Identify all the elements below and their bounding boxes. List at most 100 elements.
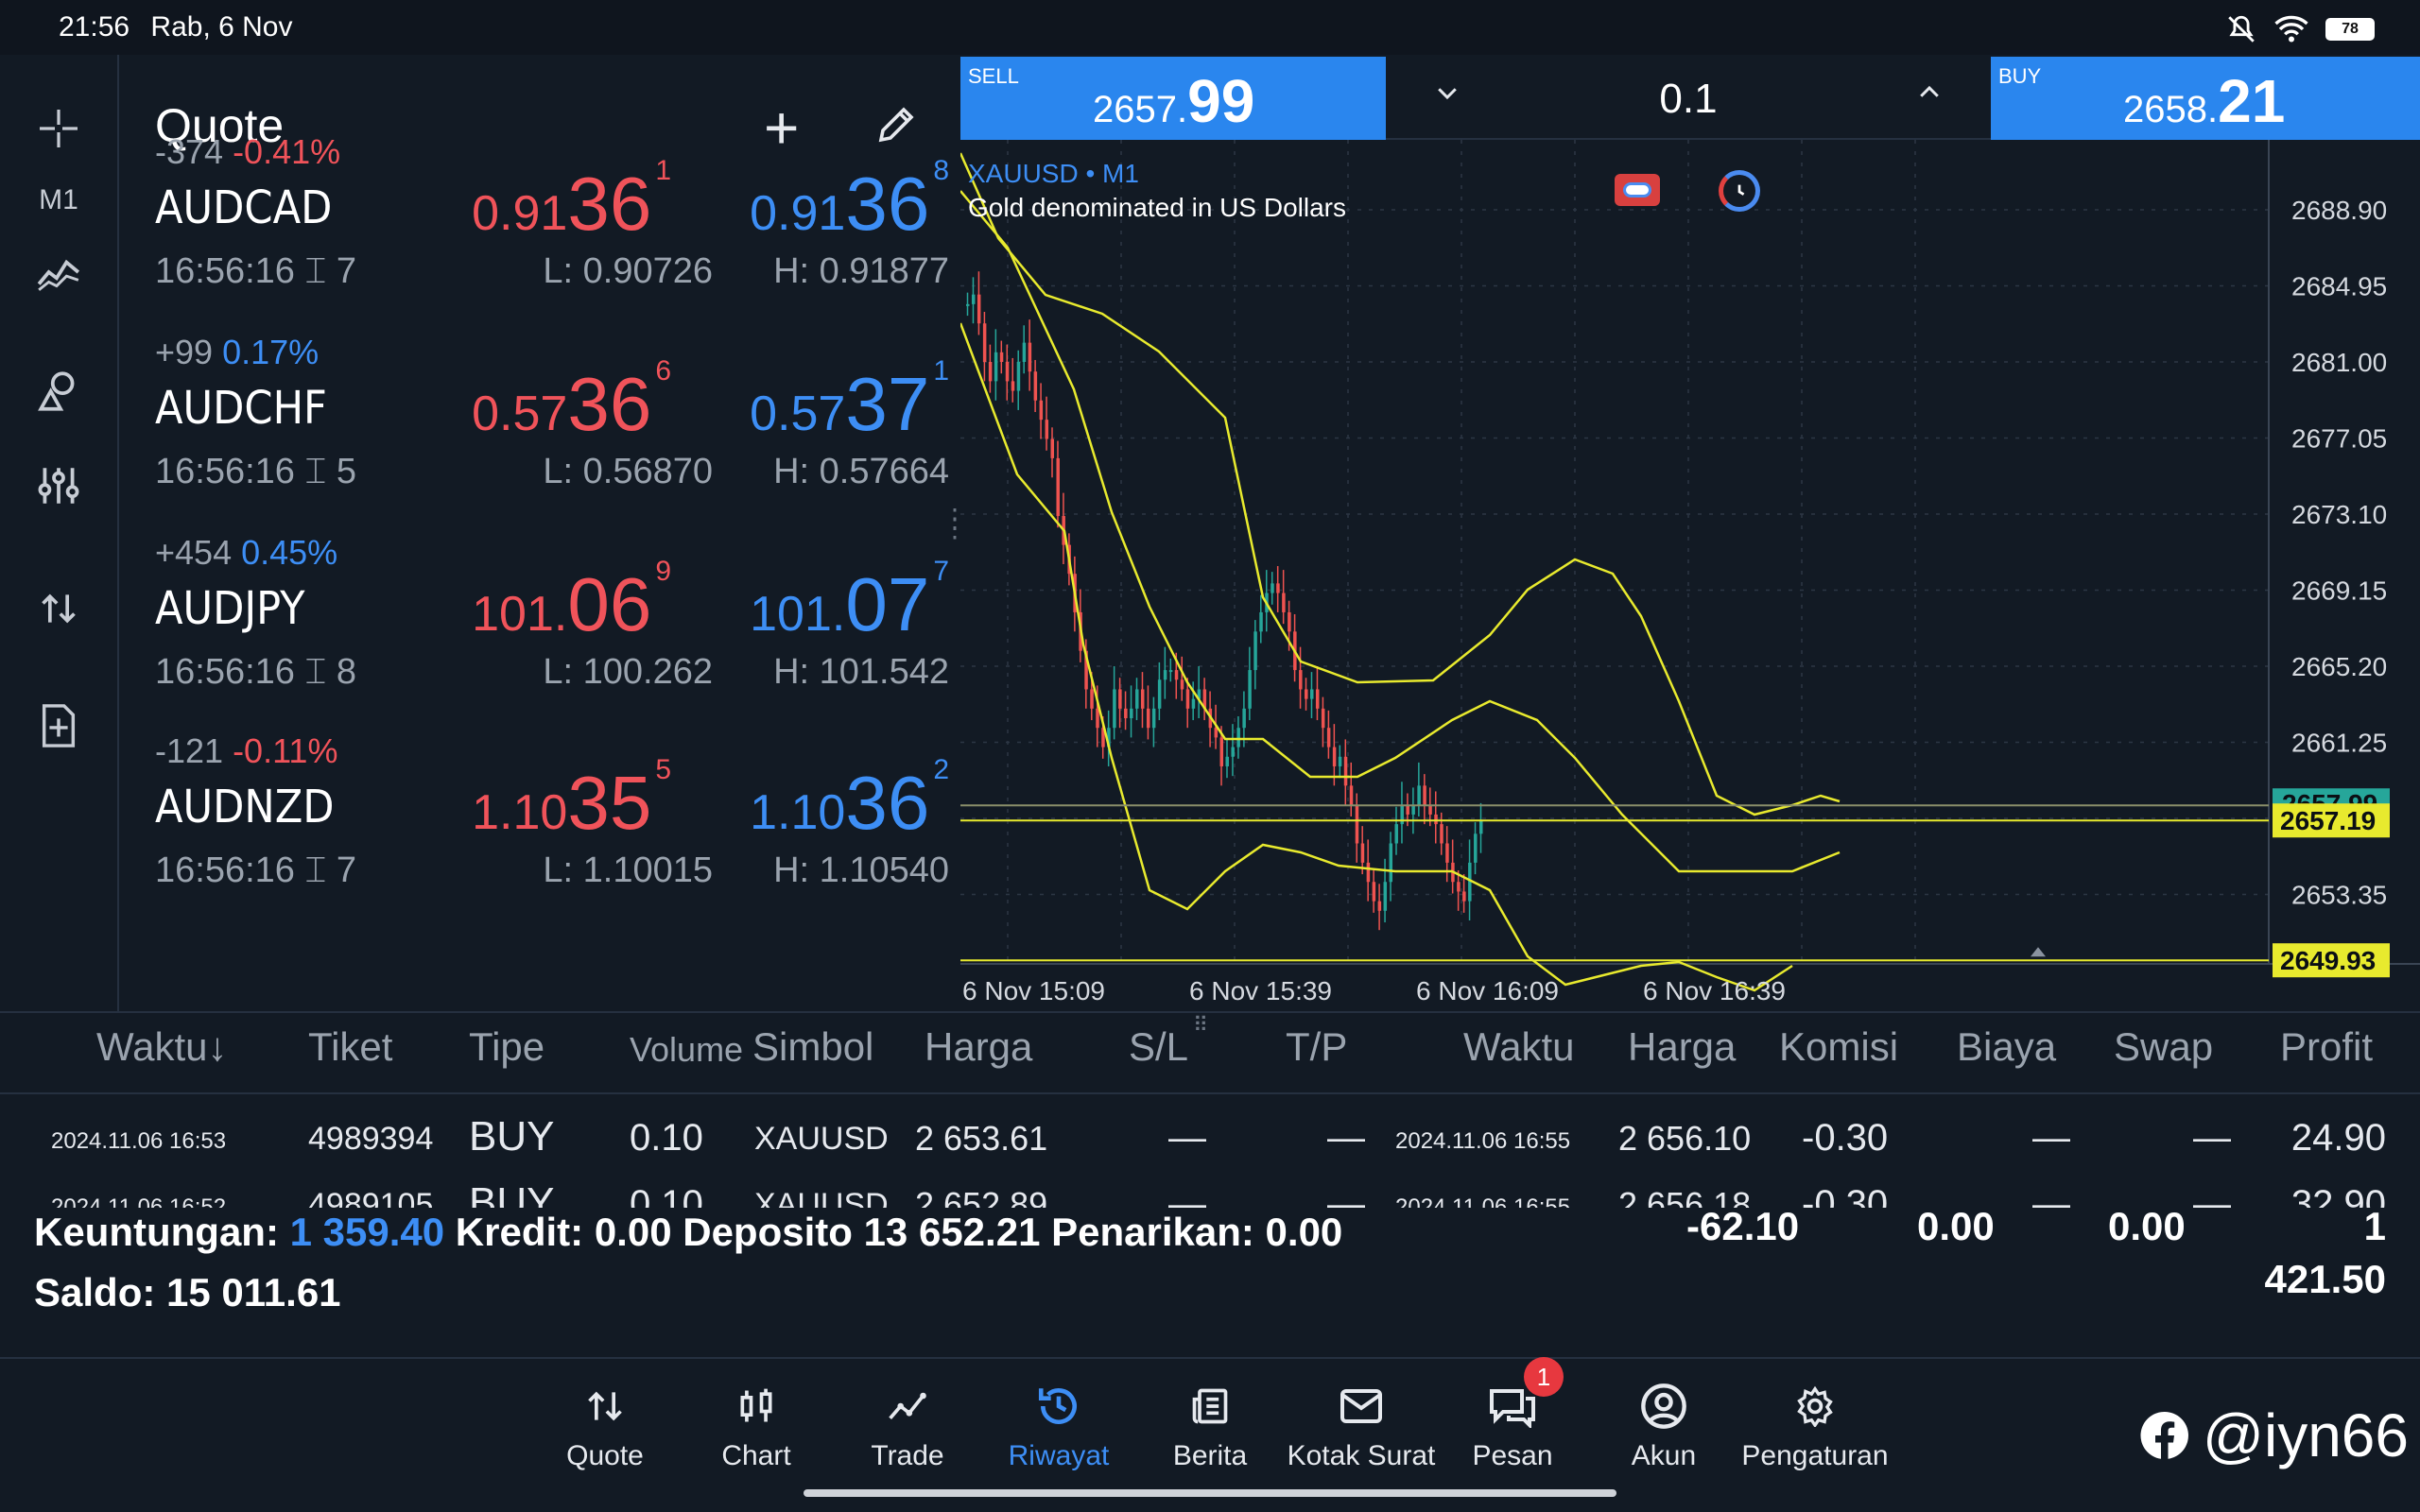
candle-body — [1028, 342, 1032, 372]
buy-price-main: 2658. — [2123, 89, 2219, 130]
header-price[interactable]: Harga — [925, 1024, 1033, 1069]
new-order-icon[interactable] — [23, 690, 95, 762]
candle-body — [1253, 631, 1257, 671]
header-divider — [0, 1092, 2420, 1094]
header-type[interactable]: Tipe — [469, 1024, 545, 1069]
nav-quote[interactable]: Quote — [529, 1378, 681, 1472]
header-close-price[interactable]: Harga — [1628, 1024, 1737, 1069]
nav-label: Pengaturan — [1741, 1440, 1889, 1471]
candle-body — [1168, 670, 1173, 673]
spread-icon: ⌶ — [304, 850, 327, 890]
price-chart[interactable]: 2688.90 2684.95 2681.00 2677.05 2673.10 2669.… — [960, 140, 2420, 1011]
cell-symbol: XAUUSD — [754, 1187, 889, 1208]
candle-body — [1366, 862, 1371, 883]
ask-main: 0.91 — [750, 186, 846, 241]
volume-increase-chevron-icon[interactable] — [1915, 76, 1944, 115]
candle-body — [1309, 689, 1314, 699]
buy-button[interactable]: BUY 2658.21 — [1991, 57, 2420, 140]
quote-change-percent: -0.41% — [233, 132, 341, 171]
quote-spread: 8 — [336, 652, 356, 692]
trade-arrows-icon[interactable] — [23, 573, 95, 644]
home-indicator[interactable] — [804, 1489, 1616, 1497]
volume-input[interactable]: 0.1 — [1659, 76, 1718, 122]
sell-button[interactable]: SELL 2657.99 — [960, 57, 1386, 140]
objects-icon[interactable] — [23, 355, 95, 427]
candle-body — [988, 362, 993, 382]
ask-main: 101. — [750, 587, 846, 642]
table-row[interactable]: 2024.11.06 16:52 4989105 BUY 0.10 XAUUSD 2 65… — [0, 1174, 2420, 1208]
spread-icon: ⌶ — [304, 251, 327, 291]
quote-time-value: 16:56:16 — [155, 251, 295, 291]
header-tp[interactable]: T/P — [1286, 1024, 1348, 1069]
table-row[interactable]: 2024.11.06 16:53 4989394 BUY 0.10 XAUUSD 2 65… — [0, 1108, 2420, 1174]
header-time[interactable]: Waktu↓ — [96, 1024, 228, 1069]
nav-chart[interactable]: Chart — [681, 1378, 832, 1472]
clock-icon[interactable] — [1719, 170, 1760, 212]
resize-handle-icon[interactable]: ⠿ — [1193, 1013, 1211, 1037]
quote-time-value: 16:56:16 — [155, 850, 295, 890]
nav-account[interactable]: Akun — [1588, 1378, 1739, 1472]
volume-decrease-chevron-icon[interactable] — [1433, 76, 1461, 115]
nav-trade[interactable]: Trade — [832, 1378, 983, 1472]
bid-fraction: 9 — [655, 556, 671, 587]
add-symbol-icon[interactable]: + — [764, 94, 800, 162]
quote-row-audcad[interactable]: -374 -0.41% AUDCAD 16:56:16 ⌶ 7 0.9136 1 0.913… — [155, 132, 955, 333]
deposit-label: Deposito — [683, 1210, 853, 1254]
candle-body — [1462, 891, 1466, 902]
cell-tp: — — [1327, 1117, 1365, 1159]
header-sl[interactable]: S/L — [1129, 1024, 1189, 1069]
candle-body — [966, 303, 970, 306]
quote-row-audchf[interactable]: +99 0.17% AUDCHF 16:56:16 ⌶ 5 0.5736 6 0.5737 1… — [155, 333, 955, 533]
nav-mailbox[interactable]: Kotak Surat — [1286, 1378, 1437, 1472]
watermark: @iyn66 — [2136, 1400, 2409, 1470]
settings-sliders-icon[interactable] — [23, 450, 95, 522]
indicators-icon[interactable] — [23, 236, 95, 308]
nav-news[interactable]: Berita — [1134, 1378, 1286, 1472]
candle-body — [1124, 708, 1128, 719]
total-profit-part1: 1 — [2363, 1204, 2386, 1248]
candle-body — [1377, 901, 1382, 911]
cell-profit: 32.90 — [2290, 1183, 2386, 1208]
one-click-trading-icon[interactable] — [1615, 174, 1660, 206]
header-commission[interactable]: Komisi — [1779, 1024, 1899, 1069]
ask-price: 0.5737 1 — [750, 355, 949, 448]
notification-badge: 1 — [1524, 1357, 1564, 1397]
crosshair-icon[interactable] — [23, 93, 95, 164]
price-tick-label: 2688.90 — [2291, 196, 2387, 225]
timeframe-button[interactable]: M1 — [23, 164, 95, 236]
candle-body — [1428, 804, 1432, 815]
nav-history[interactable]: Riwayat — [983, 1378, 1134, 1472]
time-tick-label: 6 Nov 15:39 — [1189, 976, 1332, 1005]
quote-symbol: AUDCHF — [155, 382, 327, 435]
candle-body — [1130, 708, 1133, 719]
edit-pencil-icon[interactable] — [873, 102, 921, 149]
header-volume[interactable]: Volume — [630, 1030, 744, 1069]
header-fee[interactable]: Biaya — [1957, 1024, 2057, 1069]
quote-row-audnzd[interactable]: -121 -0.11% AUDNZD 16:56:16 ⌶ 7 1.1035 5 1.103… — [155, 731, 955, 932]
ask-fraction: 8 — [933, 155, 949, 186]
low-price-tag — [2273, 943, 2390, 978]
chart-canvas[interactable]: 2688.90 2684.95 2681.00 2677.05 2673.10 2669.… — [960, 140, 2420, 1011]
header-profit[interactable]: Profit — [2280, 1024, 2374, 1069]
ask-big: 36 — [845, 761, 930, 845]
quote-row-audjpy[interactable]: +454 0.45% AUDJPY 16:56:16 ⌶ 8 101.06 9 101.07… — [155, 533, 955, 733]
quote-spread: 7 — [336, 850, 356, 890]
candle-body — [1259, 611, 1263, 632]
header-symbol[interactable]: Simbol — [752, 1024, 874, 1069]
nav-messages[interactable]: Pesan — [1437, 1378, 1588, 1472]
header-swap[interactable]: Swap — [2114, 1024, 2214, 1069]
bid-price: 0.9136 1 — [472, 155, 671, 248]
cell-price: 2 652.89 — [915, 1185, 1048, 1208]
header-close-time[interactable]: Waktu — [1463, 1024, 1575, 1069]
candle-body — [1474, 833, 1478, 863]
quote-change-points: +454 — [155, 533, 233, 572]
ask-big: 37 — [845, 362, 930, 446]
cell-commission: -0.30 — [1802, 1183, 1889, 1208]
status-icons: 78 — [2225, 13, 2375, 45]
cell-sl: — — [1168, 1183, 1206, 1208]
nav-settings[interactable]: Pengaturan — [1739, 1378, 1891, 1472]
candle-body — [1151, 708, 1156, 729]
candle-body — [1056, 457, 1060, 517]
bid-big: 35 — [567, 761, 652, 845]
header-ticket[interactable]: Tiket — [308, 1024, 393, 1069]
